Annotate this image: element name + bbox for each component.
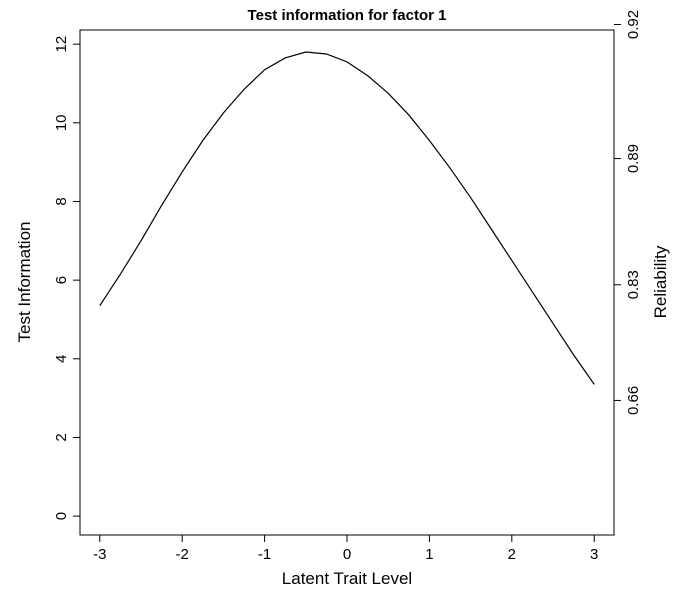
x-axis-label: Latent Trait Level (282, 569, 412, 588)
y-tick-label: 10 (53, 114, 70, 131)
y2-tick-label: 0.66 (625, 386, 642, 415)
y-tick-label: 12 (53, 36, 70, 53)
y-axis-label: Test Information (15, 222, 34, 343)
y2-axis-label: Reliability (651, 245, 670, 318)
x-tick-label: 2 (508, 546, 516, 563)
line-series (99, 51, 595, 385)
x-tick-label: -1 (258, 546, 271, 563)
y-tick-label: 6 (53, 276, 70, 284)
y-tick-label: 2 (53, 433, 70, 441)
y-tick-label: 8 (53, 197, 70, 205)
y2-tick-label: 0.89 (625, 144, 642, 173)
y2-tick-label: 0.92 (625, 10, 642, 39)
y2-tick-label: 0.83 (625, 270, 642, 299)
x-tick-label: -2 (176, 546, 189, 563)
chart-title: Test information for factor 1 (248, 7, 447, 24)
x-tick-label: -3 (93, 546, 106, 563)
x-tick-label: 3 (590, 546, 598, 563)
y-tick-label: 4 (53, 355, 70, 363)
x-tick-label: 0 (343, 546, 351, 563)
y-tick-label: 0 (53, 512, 70, 520)
x-tick-label: 1 (425, 546, 433, 563)
plot-frame (79, 29, 615, 536)
